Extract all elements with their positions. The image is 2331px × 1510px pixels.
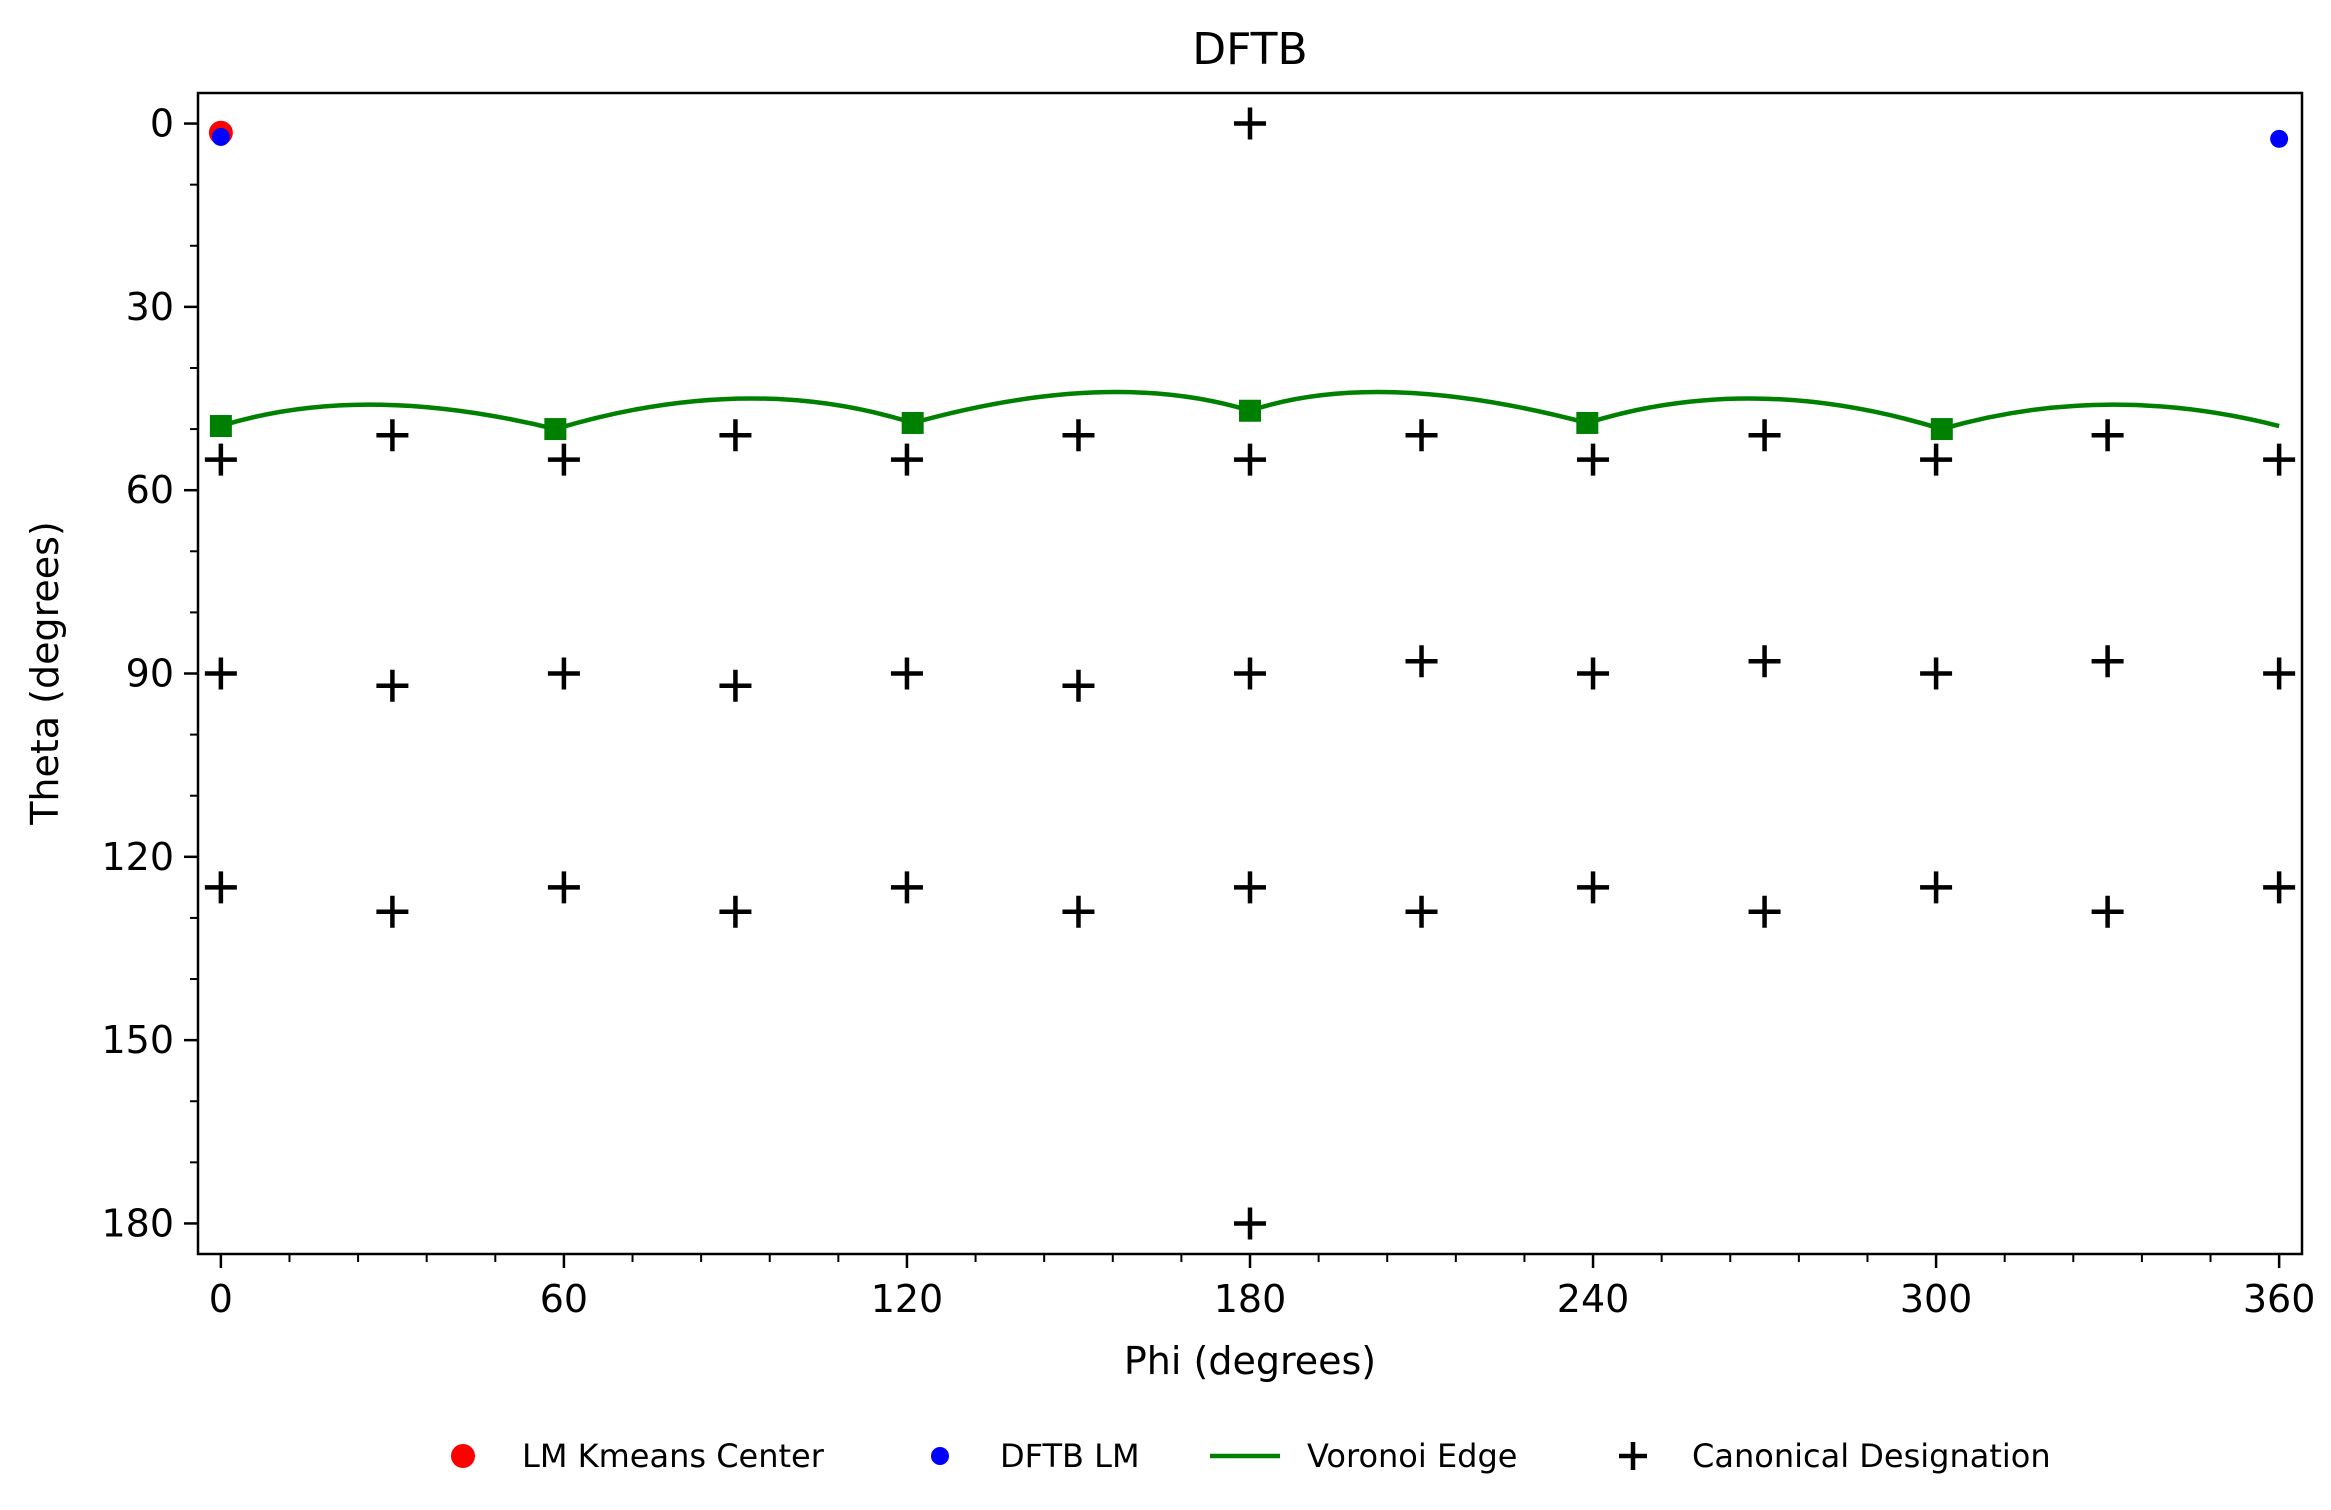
canonical-designation-marker — [1062, 419, 1095, 452]
voronoi-vertex-marker — [1930, 418, 1953, 441]
dftb-lm-marker — [211, 127, 230, 146]
major-ticks: 0 60 120 180 240 300 360 0 30 60 90 120 150 180 — [101, 102, 2315, 1321]
voronoi-vertex-marker — [544, 418, 567, 441]
legend-label-kmeans: LM Kmeans Center — [522, 1437, 825, 1475]
y-tick-label: 150 — [101, 1018, 174, 1062]
canonical-designation-marker — [2263, 871, 2296, 904]
canonical-designation-marker — [204, 657, 237, 690]
x-tick-label: 180 — [1214, 1277, 1287, 1321]
x-tick-label: 0 — [209, 1277, 233, 1321]
plot-layer — [204, 107, 2296, 1240]
canonical-designation-marker — [719, 669, 752, 702]
canonical-designation-marker — [1234, 107, 1266, 140]
y-tick-label: 60 — [126, 468, 174, 512]
canonical-designation-marker — [1234, 871, 1266, 904]
y-tick-label: 180 — [101, 1201, 174, 1245]
x-tick-label: 360 — [2243, 1277, 2316, 1321]
plot-frame — [196, 91, 2304, 1256]
canonical-designation-marker — [719, 419, 752, 452]
voronoi-vertex-marker — [1239, 399, 1261, 422]
chart-title: DFTB — [1192, 24, 1307, 75]
canonical-designation-marker — [204, 443, 237, 476]
canonical-designation-marker — [2091, 895, 2124, 928]
x-tick-label: 300 — [1900, 1277, 1973, 1321]
canonical-designation-marker — [1062, 895, 1095, 928]
canonical-designation-marker — [1748, 645, 1781, 678]
canonical-designation-marker — [1577, 871, 1610, 904]
canonical-designation-marker — [1405, 645, 1438, 678]
canonical-designation-marker — [1748, 419, 1781, 452]
canonical-designation-marker — [376, 669, 409, 702]
canonical-designation-marker — [376, 895, 409, 928]
legend: LM Kmeans Center DFTB LM Voronoi Edge Canon… — [451, 1437, 2051, 1475]
canonical-designation-marker — [2091, 645, 2124, 678]
canonical-designation-marker — [2091, 419, 2124, 452]
y-tick-label: 120 — [101, 835, 174, 879]
canonical-designation-marker — [890, 443, 923, 476]
y-tick-label: 0 — [150, 102, 174, 146]
legend-label-dftb-lm: DFTB LM — [1000, 1437, 1140, 1475]
x-tick-label: 60 — [540, 1277, 588, 1321]
canonical-designation-marker — [547, 443, 580, 476]
canonical-designation-marker — [1920, 443, 1953, 476]
x-tick-label: 120 — [871, 1277, 944, 1321]
minor-ticks — [190, 183, 2212, 1262]
canonical-designation-marker — [890, 871, 923, 904]
voronoi-vertex-marker — [901, 411, 924, 434]
canonical-designation-marker — [2263, 657, 2296, 690]
legend-marker-dftb-lm — [931, 1447, 949, 1465]
canonical-designation-marker — [1062, 669, 1095, 702]
legend-label-canonical: Canonical Designation — [1692, 1437, 2051, 1475]
voronoi-vertex-marker — [1576, 411, 1599, 434]
canonical-designation-marker — [1405, 895, 1438, 928]
y-axis-title: Theta (degrees) — [23, 521, 67, 826]
canonical-designation-marker — [1234, 657, 1266, 690]
canonical-designation-marker — [547, 871, 580, 904]
canonical-designation-marker — [1405, 419, 1438, 452]
canonical-designation-marker — [890, 657, 923, 690]
canonical-designation-marker — [2263, 443, 2296, 476]
legend-label-voronoi: Voronoi Edge — [1307, 1437, 1517, 1475]
voronoi-vertex-marker — [209, 415, 232, 438]
legend-marker-kmeans — [451, 1444, 475, 1468]
canonical-designation-marker — [1748, 895, 1781, 928]
canonical-designation-marker — [1920, 871, 1953, 904]
canonical-designation-marker — [1234, 1207, 1266, 1240]
canonical-designation-marker — [1920, 657, 1953, 690]
canonical-designation-marker — [547, 657, 580, 690]
legend-marker-canonical — [1619, 1442, 1647, 1470]
y-tick-label: 90 — [126, 652, 174, 696]
dftb-lm-marker — [2270, 129, 2289, 148]
x-axis-title: Phi (degrees) — [1124, 1339, 1376, 1383]
canonical-designation-marker — [204, 871, 237, 904]
canonical-designation-marker — [1577, 443, 1610, 476]
canonical-designation-marker — [376, 419, 409, 452]
y-tick-label: 30 — [126, 285, 174, 329]
x-tick-label: 240 — [1557, 1277, 1630, 1321]
canonical-designation-marker — [719, 895, 752, 928]
canonical-designation-marker — [1234, 443, 1266, 476]
canonical-designation-marker — [1577, 657, 1610, 690]
